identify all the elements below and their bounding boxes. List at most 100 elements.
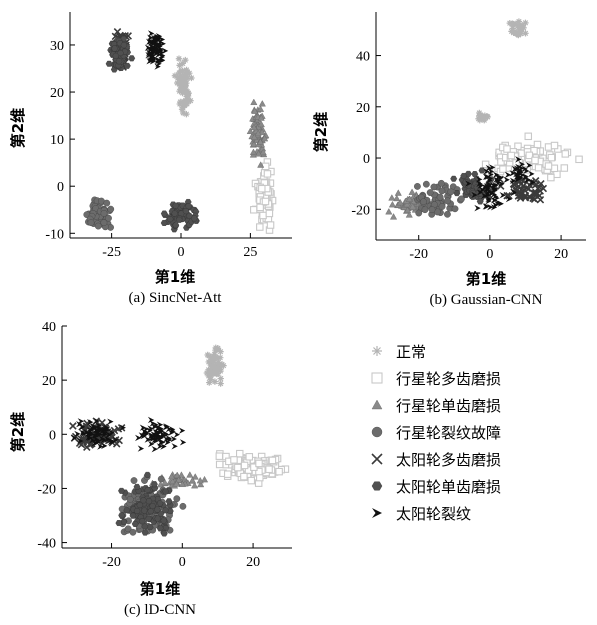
data-point (145, 38, 153, 46)
data-point (78, 423, 86, 431)
data-point (177, 98, 184, 106)
data-point (250, 463, 258, 471)
data-point (160, 210, 168, 217)
y-tick-label: 40 (42, 320, 56, 335)
data-point (524, 176, 531, 183)
legend-marker (371, 372, 383, 384)
data-point (180, 101, 187, 108)
data-point (146, 524, 154, 531)
data-point (265, 465, 273, 474)
axes: -10 0 10 20 30 -25 0 25 (45, 12, 292, 260)
data-point (100, 429, 108, 437)
data-point (256, 105, 265, 112)
data-point (487, 203, 494, 211)
data-point (547, 173, 555, 182)
data-point (171, 210, 179, 217)
data-point (94, 437, 102, 444)
data-point (268, 456, 277, 465)
panel-1d-cnn: 第2维 第1维 (c) lD-CNN -40 -20 0 20 40 -20 0 20 (9, 320, 292, 618)
y-axis-label: 第2维 (9, 108, 27, 148)
data-point (465, 180, 472, 187)
y-axis-label: 第2维 (312, 112, 330, 152)
data-point (212, 369, 219, 377)
data-point (471, 171, 479, 178)
y-tick-label: -20 (351, 203, 370, 218)
data-point (76, 421, 83, 428)
x-tick-label: -20 (409, 247, 428, 262)
data-point (169, 477, 177, 485)
data-point (150, 481, 158, 488)
data-point (504, 171, 512, 179)
data-point (162, 488, 170, 495)
data-point (95, 422, 102, 429)
cluster-行星轮多齿磨损 (215, 449, 290, 487)
data-point (224, 470, 232, 478)
data-point (508, 28, 515, 35)
data-point (207, 353, 215, 361)
data-point (444, 210, 451, 218)
data-point (255, 467, 263, 476)
data-point (437, 179, 445, 187)
data-point (80, 430, 88, 437)
y-tick-label: 20 (356, 101, 370, 116)
data-point (147, 30, 155, 37)
data-point (177, 73, 184, 80)
data-point (514, 142, 522, 151)
x-tick-label: 0 (179, 555, 186, 570)
data-point (255, 459, 263, 468)
data-point (250, 140, 258, 148)
data-point (87, 219, 95, 227)
y-tick-label: 10 (50, 133, 64, 148)
data-point (251, 107, 259, 114)
scatter-points (385, 18, 583, 220)
legend: 正常 行星轮多齿磨损 行星轮单齿磨损 行星轮裂纹故障 太阳轮多齿磨损 太阳轮单齿… (371, 343, 501, 523)
data-point (438, 203, 446, 210)
data-point (171, 443, 178, 450)
data-point (182, 56, 189, 64)
panel-sincnet-att: 第2维 第1维 (a) SincNet-Att -10 0 10 20 30 -25 0 25 (9, 12, 292, 306)
data-point (177, 67, 185, 75)
data-point (471, 191, 478, 199)
data-point (522, 173, 529, 180)
data-point (183, 93, 190, 100)
legend-label: 太阳轮单齿磨损 (396, 478, 501, 496)
data-point (487, 168, 495, 175)
legend-item: 正常 (372, 343, 426, 361)
data-point (405, 195, 413, 202)
data-point (258, 100, 266, 107)
data-point (518, 23, 525, 31)
data-point (521, 165, 528, 173)
data-point (420, 198, 427, 206)
data-point (447, 188, 455, 196)
data-point (118, 512, 126, 519)
data-point (138, 518, 146, 525)
data-point (77, 437, 84, 445)
cluster-太阳轮单齿磨损 (115, 471, 174, 537)
x-tick-label: -25 (102, 245, 121, 260)
y-tick-label: 20 (50, 86, 64, 101)
data-point (119, 424, 126, 431)
data-point (154, 63, 161, 70)
data-point (250, 133, 258, 140)
data-point (179, 60, 186, 67)
data-point (394, 189, 402, 196)
data-point (217, 348, 224, 355)
data-point (115, 58, 123, 65)
data-point (211, 378, 219, 385)
data-point (133, 483, 141, 490)
data-point (486, 175, 494, 182)
data-point (173, 495, 181, 503)
cluster-太阳轮裂纹故障 (504, 156, 536, 186)
data-point (503, 176, 510, 184)
data-point (156, 421, 164, 428)
data-point (388, 194, 396, 201)
data-point (175, 216, 183, 223)
data-point (176, 88, 183, 95)
data-point (510, 189, 518, 196)
panel-caption: (b) Gaussian-CNN (430, 292, 543, 308)
data-point (430, 183, 438, 191)
data-point (528, 170, 535, 178)
data-point (532, 189, 541, 198)
data-point (149, 52, 156, 59)
legend-marker (371, 453, 383, 465)
